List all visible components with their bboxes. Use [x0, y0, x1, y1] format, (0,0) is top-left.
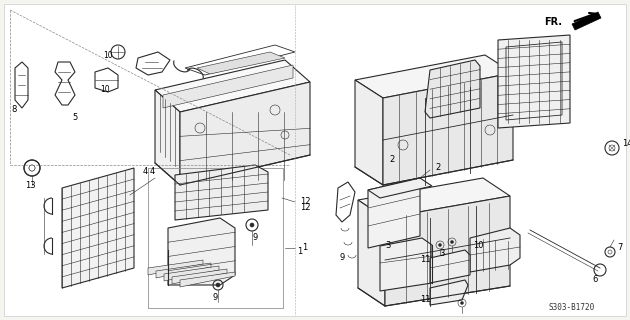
Polygon shape [572, 12, 601, 30]
Polygon shape [164, 266, 219, 281]
Circle shape [29, 165, 35, 171]
Text: 2: 2 [389, 156, 394, 164]
Text: 5: 5 [72, 114, 77, 123]
Text: FR.: FR. [544, 17, 562, 27]
Circle shape [608, 250, 612, 254]
Circle shape [250, 223, 254, 227]
Text: 12: 12 [300, 197, 311, 206]
Text: 3: 3 [386, 241, 391, 250]
Bar [148, 168, 283, 308]
Polygon shape [430, 280, 468, 305]
Polygon shape [355, 80, 383, 185]
Text: 7: 7 [617, 244, 622, 252]
Circle shape [438, 244, 442, 246]
Text: 4: 4 [143, 167, 148, 177]
Text: 2: 2 [435, 164, 440, 172]
Polygon shape [368, 178, 432, 198]
Text: 11: 11 [420, 295, 430, 305]
Polygon shape [156, 263, 211, 278]
Polygon shape [470, 228, 520, 272]
Text: 8: 8 [11, 106, 16, 115]
Polygon shape [180, 272, 235, 287]
Text: 4: 4 [149, 167, 154, 177]
Polygon shape [168, 218, 235, 285]
Text: 1: 1 [297, 247, 302, 257]
Polygon shape [197, 52, 285, 74]
Text: 14: 14 [622, 139, 630, 148]
Text: 6: 6 [592, 276, 598, 284]
Polygon shape [148, 260, 203, 275]
Circle shape [450, 241, 454, 244]
Polygon shape [163, 65, 293, 108]
Circle shape [29, 165, 35, 171]
Text: S303-B1720: S303-B1720 [549, 303, 595, 313]
Text: 10: 10 [472, 241, 483, 250]
Text: 9: 9 [340, 253, 345, 262]
Text: 3: 3 [439, 249, 445, 258]
Polygon shape [380, 238, 432, 291]
Polygon shape [155, 60, 310, 112]
Text: 13: 13 [25, 180, 35, 189]
Polygon shape [172, 269, 227, 284]
Bar [148, 168, 283, 308]
Text: 11: 11 [420, 255, 430, 265]
Circle shape [609, 145, 615, 151]
Polygon shape [175, 165, 268, 220]
Text: 12: 12 [300, 204, 311, 212]
Text: 9: 9 [212, 293, 217, 302]
Text: 10: 10 [103, 51, 113, 60]
Polygon shape [368, 178, 420, 248]
Polygon shape [358, 178, 510, 218]
Polygon shape [355, 55, 513, 98]
Polygon shape [62, 168, 134, 288]
Text: 9: 9 [253, 234, 258, 243]
Polygon shape [430, 250, 470, 283]
Polygon shape [358, 200, 385, 306]
Circle shape [461, 301, 464, 305]
Polygon shape [498, 35, 570, 128]
Polygon shape [385, 196, 510, 306]
Polygon shape [425, 60, 480, 118]
Polygon shape [383, 73, 513, 185]
Polygon shape [155, 90, 180, 185]
Text: 10: 10 [100, 85, 110, 94]
Polygon shape [180, 82, 310, 185]
Circle shape [216, 283, 220, 287]
Text: 1: 1 [302, 244, 307, 252]
